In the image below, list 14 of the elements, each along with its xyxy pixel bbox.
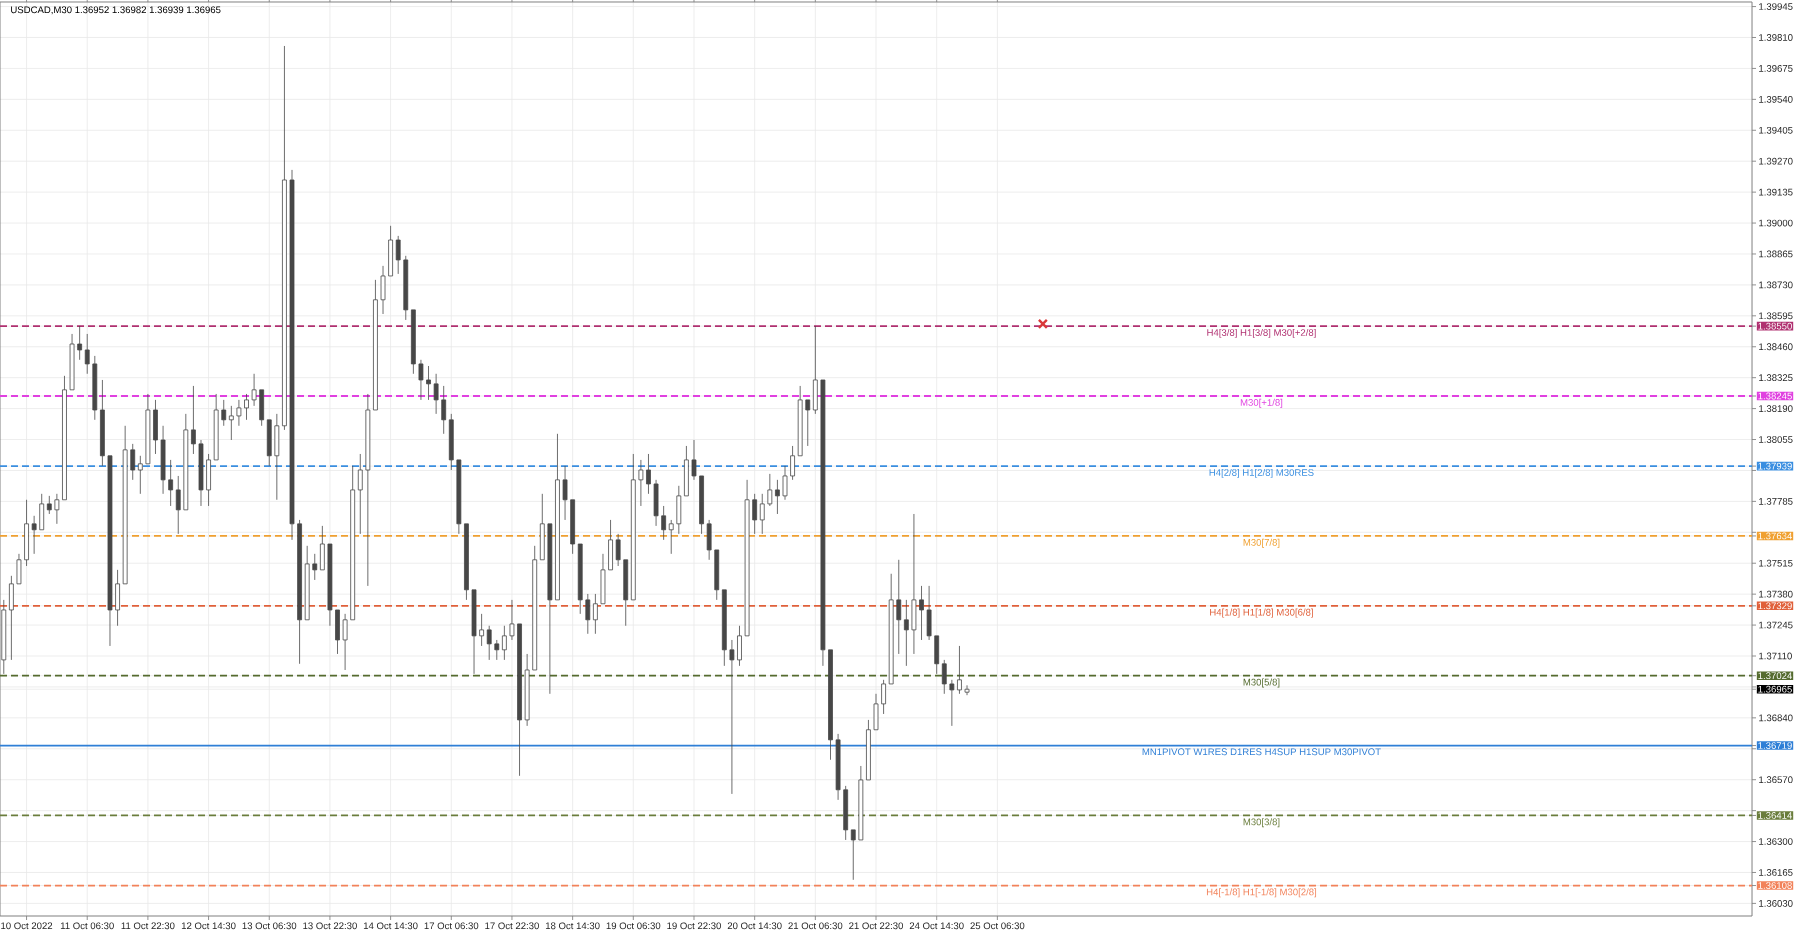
candlestick	[236, 399, 242, 427]
candlestick	[486, 625, 492, 661]
candlestick	[228, 405, 234, 441]
candlestick	[919, 585, 924, 641]
candlestick	[903, 599, 909, 667]
candlestick	[911, 513, 917, 655]
candlestick	[426, 365, 431, 401]
candlestick	[433, 373, 439, 415]
candlestick	[957, 645, 962, 695]
candlestick	[759, 493, 765, 535]
candlestick	[244, 393, 249, 421]
candlestick	[964, 684, 970, 696]
candlestick	[501, 625, 507, 661]
candlestick	[775, 479, 780, 515]
